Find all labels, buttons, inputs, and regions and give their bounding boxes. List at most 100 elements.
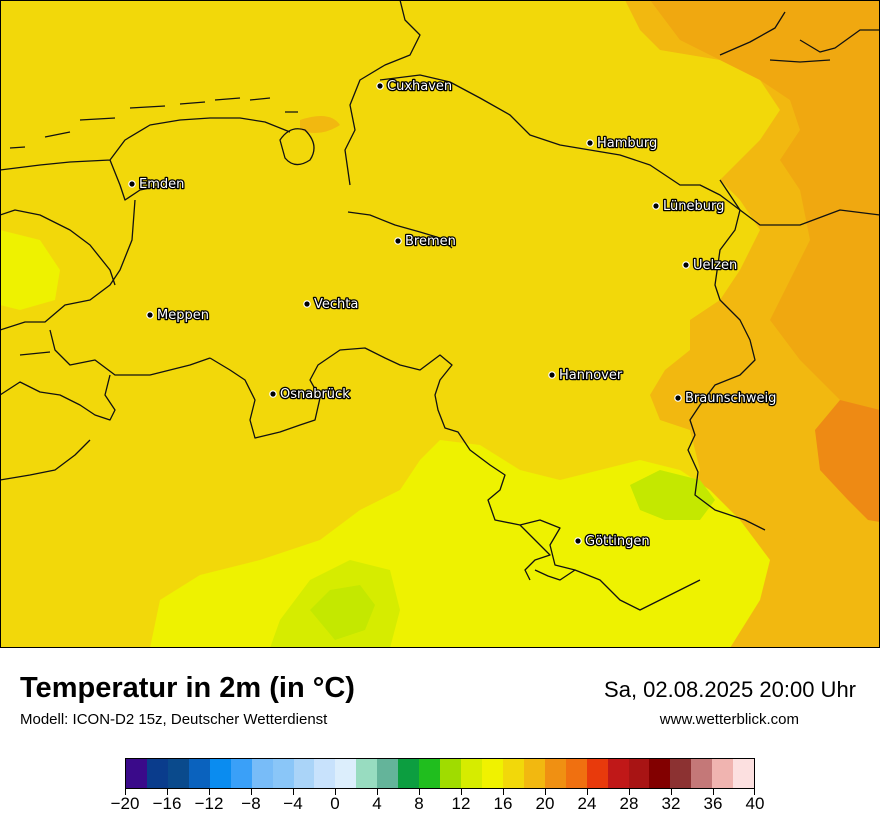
legend-tick-label: 28 (619, 794, 639, 813)
legend-tick-label: −16 (152, 794, 182, 813)
elbe-coastline (344, 0, 880, 226)
legend-swatch (126, 759, 147, 788)
city-dot (146, 311, 154, 319)
city-hannover: Hannover (548, 367, 624, 384)
city-dot (682, 261, 690, 269)
hot-zone-east (815, 400, 880, 522)
legend-swatch (419, 759, 441, 788)
legend-tick-label: −4 (283, 794, 303, 813)
legend-swatch (523, 759, 545, 788)
legend-tick (419, 789, 420, 795)
legend-tick-label: 40 (745, 794, 765, 813)
north-coastline (0, 117, 291, 201)
legend-swatch (502, 759, 524, 788)
city-dot (548, 371, 556, 379)
legend-swatch (251, 759, 273, 788)
legend-tick (125, 789, 126, 795)
legend-tick (629, 789, 630, 795)
jade-bay (279, 128, 315, 166)
legend-tick-label: 20 (535, 794, 555, 813)
website-link[interactable]: www.wetterblick.com (659, 711, 799, 728)
legend-swatch (586, 759, 608, 788)
city-dot (269, 390, 277, 398)
legend-swatch (167, 759, 189, 788)
legend-swatch (440, 759, 461, 788)
city-label: Bremen (405, 234, 456, 249)
color-legend-ticks: −20 −16 −12 −8 −4 0 4 8 12 16 20 24 28 32 36 40 (111, 789, 764, 829)
legend-swatch (461, 759, 482, 788)
legend-tick-label: 36 (703, 794, 723, 813)
city-braunschweig: Braunschweig (674, 390, 778, 407)
color-legend-bar (125, 758, 755, 789)
legend-tick (209, 789, 210, 795)
legend-tick (754, 789, 755, 795)
legend-swatch (607, 759, 629, 788)
city-dot (303, 300, 311, 308)
legend-tick-label: 12 (451, 794, 471, 813)
city-label: Cuxhaven (387, 79, 452, 94)
legend-tick (713, 789, 714, 795)
hesse-border (519, 524, 701, 611)
city-dot (376, 82, 384, 90)
city-label: Meppen (157, 308, 209, 323)
legend-tick (335, 789, 336, 795)
city-label: Emden (139, 177, 184, 192)
legend-tick (293, 789, 294, 795)
legend-swatch (335, 759, 357, 788)
legend-swatch (146, 759, 168, 788)
city-bremen: Bremen (394, 233, 457, 250)
legend-tick-label: −8 (241, 794, 261, 813)
cool-zone-west (0, 230, 60, 310)
city-markers: Cuxhaven Hamburg Emden Lüneburg Bremen Uelzen… (128, 78, 778, 550)
city-emden: Emden (128, 176, 186, 193)
legend-swatch (544, 759, 566, 788)
city-hamburg: Hamburg (586, 135, 659, 152)
coolest-patch-central (310, 585, 375, 640)
dutch-border (0, 199, 211, 421)
legend-swatch (649, 759, 671, 788)
ne-coast-mecklenburg (719, 11, 880, 63)
legend-swatch (565, 759, 587, 788)
western-border-lower (0, 439, 91, 481)
legend-tick (671, 789, 672, 795)
legend-swatch (691, 759, 713, 788)
legend-swatch (209, 759, 231, 788)
city-label: Uelzen (693, 258, 737, 273)
legend-tick (545, 789, 546, 795)
legend-tick-label: 4 (372, 794, 382, 813)
legend-tick-label: −12 (194, 794, 224, 813)
legend-swatch (230, 759, 252, 788)
city-meppen: Meppen (146, 307, 210, 324)
warm-patch-north (300, 116, 340, 134)
city-dot (128, 180, 136, 188)
city-label: Lüneburg (663, 199, 724, 214)
legend-tick-label: 16 (493, 794, 513, 813)
city-dot (674, 394, 682, 402)
warmer-zone-northeast (650, 0, 880, 420)
legend-swatch (481, 759, 503, 788)
legend-swatch (670, 759, 692, 788)
east-frisian-islands (9, 97, 298, 149)
legend-swatch (628, 759, 650, 788)
city-label: Vechta (314, 297, 358, 312)
city-dot (586, 139, 594, 147)
coolest-patch-east (630, 470, 715, 520)
nrw-border (209, 347, 576, 581)
legend-tick (461, 789, 462, 795)
legend-swatch (712, 759, 734, 788)
weser-estuary (347, 211, 453, 249)
city-label: Göttingen (585, 534, 650, 549)
legend-swatch (188, 759, 210, 788)
map-title: Temperatur in 2m (in °C) (20, 672, 355, 704)
city-dot (394, 237, 402, 245)
legend-tick-label: −20 (110, 794, 140, 813)
coastlines-and-borders (0, 0, 880, 611)
city-vechta: Vechta (303, 296, 360, 313)
legend-tick-label: 0 (330, 794, 340, 813)
city-uelzen: Uelzen (682, 257, 738, 274)
legend-tick (251, 789, 252, 795)
city-goettingen: Göttingen (574, 533, 651, 550)
legend-swatch (293, 759, 315, 788)
city-dot (574, 537, 582, 545)
temperature-zones (0, 0, 880, 648)
